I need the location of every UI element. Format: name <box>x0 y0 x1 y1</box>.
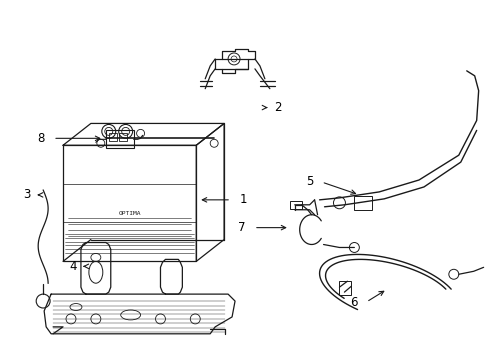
Text: 7: 7 <box>238 221 245 234</box>
Bar <box>354 196 371 210</box>
Text: 2: 2 <box>273 101 281 114</box>
Bar <box>289 201 301 209</box>
Bar <box>105 130 133 148</box>
Text: 3: 3 <box>23 188 31 201</box>
Text: 4: 4 <box>69 260 77 273</box>
Text: 6: 6 <box>350 296 357 309</box>
Text: 8: 8 <box>38 132 45 145</box>
Bar <box>108 133 117 141</box>
Bar <box>119 133 126 141</box>
Bar <box>339 281 351 295</box>
Text: 1: 1 <box>239 193 246 206</box>
Text: OPTIMA: OPTIMA <box>118 211 141 216</box>
Text: 5: 5 <box>305 175 313 189</box>
